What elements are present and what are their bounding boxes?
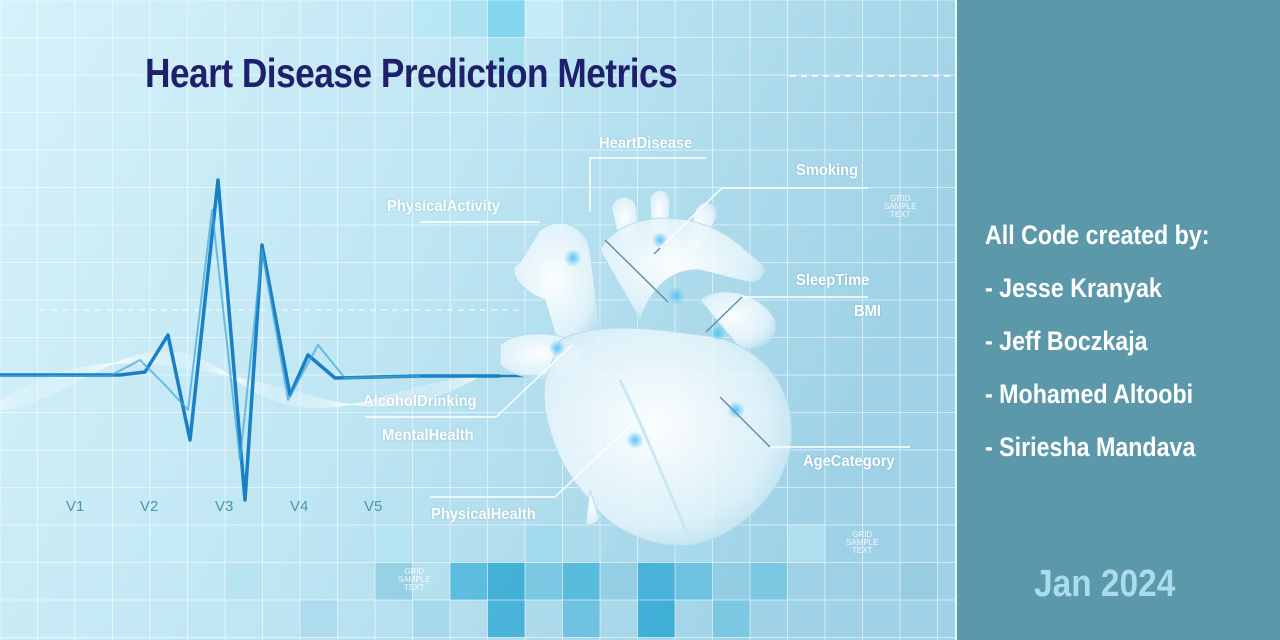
label-leader-lines	[365, 157, 910, 498]
credits-panel	[955, 0, 1280, 640]
ecg-trace-secondary	[0, 209, 421, 461]
grid-watermark: GRID SAMPLE TEXT	[846, 530, 879, 555]
ecg-lead-v2: V2	[140, 498, 159, 515]
credits-heading: All Code created by:	[985, 220, 1210, 250]
author-name: - Siriesha Mandava	[985, 432, 1196, 462]
heart-illustration	[499, 190, 792, 546]
page-title: Heart Disease Prediction Metrics	[145, 50, 678, 96]
grid-lines	[0, 0, 960, 640]
label-mental-health: MentalHealth	[382, 427, 474, 444]
ecg-trace	[0, 178, 500, 502]
author-name: - Jeff Boczkaja	[985, 326, 1148, 356]
label-bmi: BMI	[854, 303, 881, 320]
label-physical-health: PhysicalHealth	[431, 506, 536, 523]
grid-watermark: GRID SAMPLE TEXT	[884, 194, 917, 219]
label-physical-activity: PhysicalActivity	[387, 198, 500, 215]
label-heart-disease: HeartDisease	[599, 135, 693, 152]
author-name: - Mohamed Altoobi	[985, 379, 1194, 409]
label-age-category: AgeCategory	[803, 453, 895, 470]
ecg-lead-v3: V3	[215, 498, 234, 515]
label-smoking: Smoking	[796, 162, 859, 179]
label-sleep-time: SleepTime	[796, 272, 870, 289]
grid-watermark: GRID SAMPLE TEXT	[398, 567, 431, 592]
publish-date: Jan 2024	[1034, 563, 1176, 605]
highlight-tiles	[150, 0, 938, 638]
ecg-lead-v5: V5	[364, 498, 383, 515]
author-name: - Jesse Kranyak	[985, 273, 1162, 303]
label-alcohol-drinking: AlcoholDrinking	[363, 393, 477, 410]
ecg-lead-v1: V1	[66, 498, 85, 515]
ecg-lead-v4: V4	[290, 498, 309, 515]
credits-block: All Code created by: - Jesse Kranyak - J…	[985, 215, 1210, 480]
